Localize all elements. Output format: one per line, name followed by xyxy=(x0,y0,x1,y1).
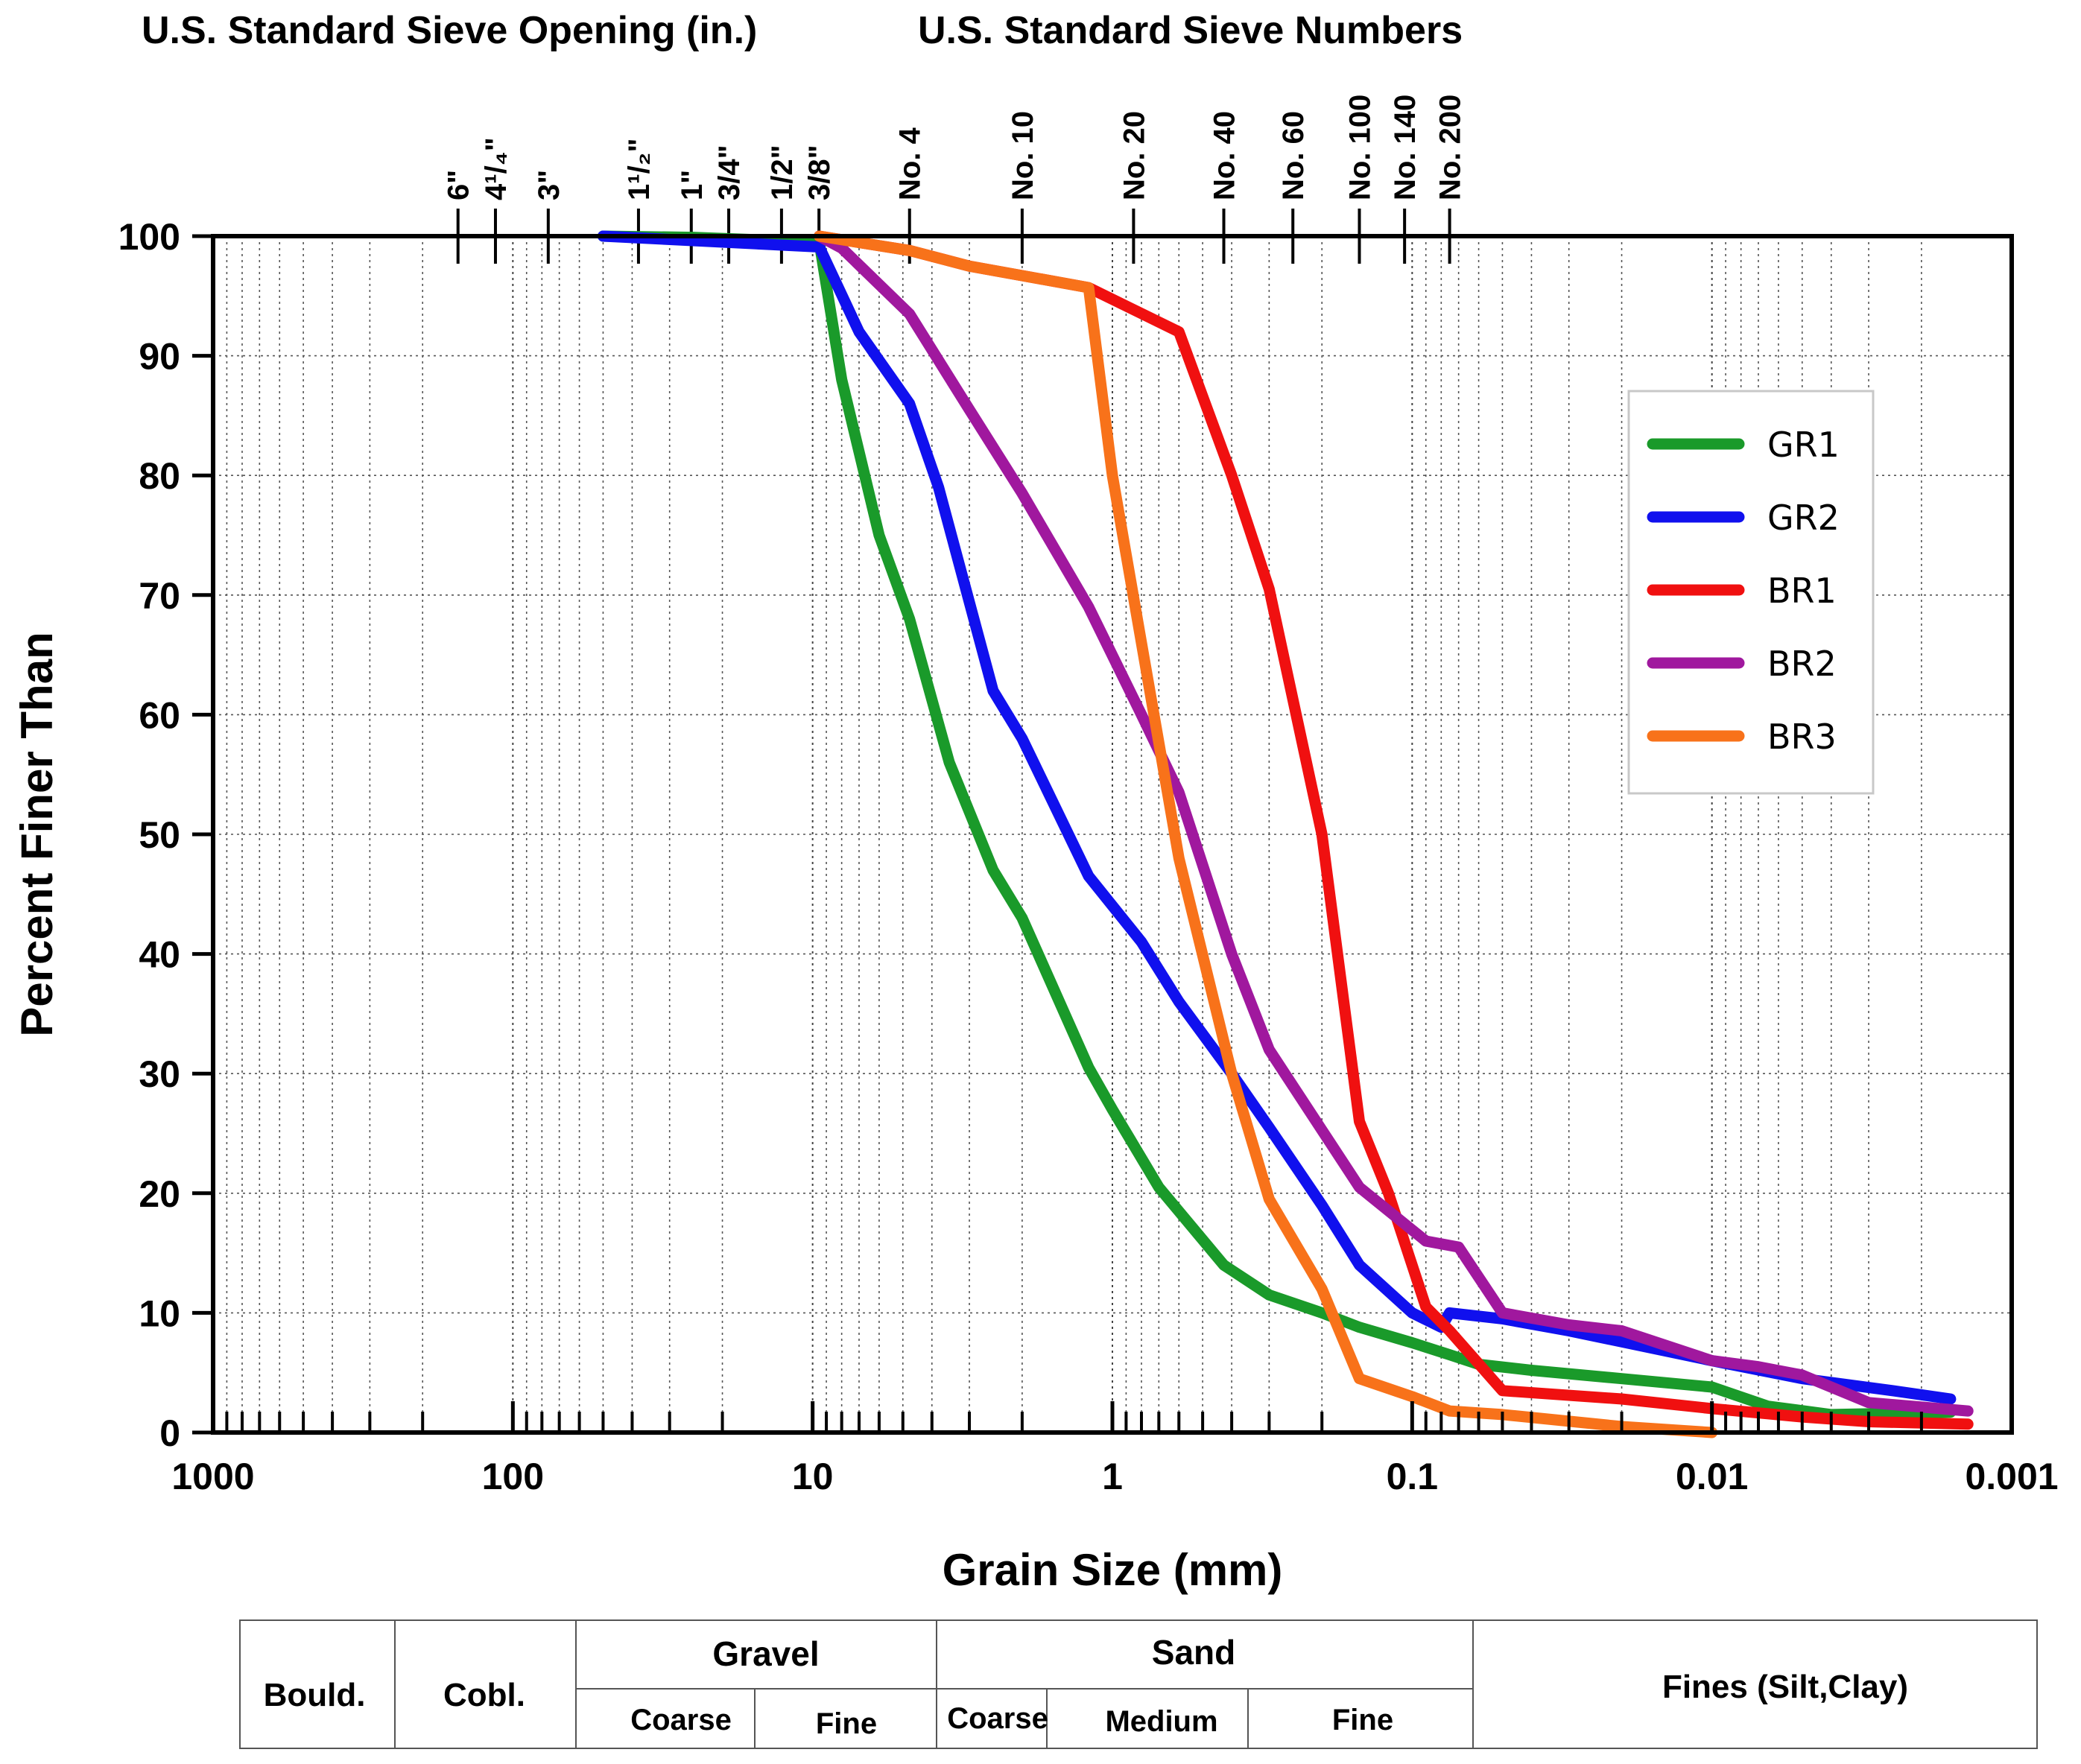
sieve-label: 1¹/₂" xyxy=(623,139,656,200)
sand-label: Sand xyxy=(1152,1633,1235,1672)
legend-label-br3: BR3 xyxy=(1767,717,1837,757)
gravel-label: Gravel xyxy=(712,1634,819,1673)
fines-label: Fines (Silt,Clay) xyxy=(1662,1669,1908,1705)
sieve-label: 1" xyxy=(676,170,709,200)
sieve-label: No. 10 xyxy=(1007,111,1039,200)
table-border xyxy=(239,1619,2038,1749)
x-tick-label: 0.1 xyxy=(1387,1456,1439,1497)
sieve-label: No. 60 xyxy=(1277,111,1310,200)
sieve-opening-title: U.S. Standard Sieve Opening (in.) xyxy=(142,9,757,52)
sieve-label: No. 20 xyxy=(1118,111,1150,200)
y-tick-label: 70 xyxy=(139,575,180,617)
x-axis-title: Grain Size (mm) xyxy=(943,1545,1283,1595)
y-tick-label: 90 xyxy=(139,336,180,378)
y-tick-label: 50 xyxy=(139,814,180,856)
x-tick-label: 1 xyxy=(1102,1456,1123,1497)
x-tick-label: 10 xyxy=(792,1456,834,1497)
legend: GR1 GR2 BR1 BR2 BR3 xyxy=(1627,390,1875,795)
x-tick-label: 0.001 xyxy=(1965,1456,2058,1497)
sieve-label: No. 100 xyxy=(1343,95,1376,200)
legend-label-br2: BR2 xyxy=(1767,644,1837,684)
sand-medium-label: Medium xyxy=(1105,1705,1217,1738)
x-tick-label: 100 xyxy=(482,1456,544,1497)
sieve-label: 4¹/₄" xyxy=(480,137,513,200)
legend-label-gr2: GR2 xyxy=(1767,498,1840,538)
y-tick-label: 60 xyxy=(139,694,180,736)
sieve-label: No. 4 xyxy=(894,127,927,200)
sand-coarse-label: Coarse xyxy=(947,1702,1048,1735)
sieve-label: 3/8" xyxy=(803,145,836,200)
y-axis-title: Percent Finer Than xyxy=(12,632,62,1036)
y-tick-label: 20 xyxy=(139,1173,180,1215)
series-br3-line xyxy=(814,230,1718,1438)
data-series xyxy=(597,230,1974,1438)
sieve-label: 6" xyxy=(443,170,475,200)
sieve-numbers-title: U.S. Standard Sieve Numbers xyxy=(918,9,1463,52)
soil-classification-table: Bould. Cobl. Gravel Coarse Fine Sand Coa… xyxy=(239,1619,2038,1749)
sieve-label: No. 140 xyxy=(1389,95,1422,200)
sieve-label: 1/2" xyxy=(766,145,799,200)
boulders-label: Bould. xyxy=(264,1677,366,1713)
series-gr2-line xyxy=(597,230,1957,1405)
x-tick-label: 1000 xyxy=(171,1456,254,1497)
sand-fine-label: Fine xyxy=(1332,1704,1393,1736)
y-tick-label: 100 xyxy=(118,216,180,258)
series-br2-line xyxy=(814,230,1974,1417)
axes: 1000 100 10 1 0.1 0.01 0.001 0 10 20 30 40 50 60 70 80 9… xyxy=(118,216,2059,1497)
gravel-fine-label: Fine xyxy=(816,1707,877,1740)
legend-label-gr1: GR1 xyxy=(1767,425,1840,465)
sieve-label: No. 200 xyxy=(1434,95,1467,200)
cobbles-label: Cobl. xyxy=(443,1677,525,1713)
legend-label-br1: BR1 xyxy=(1767,571,1837,611)
gravel-coarse-label: Coarse xyxy=(630,1704,732,1736)
sieve-label: 3" xyxy=(533,170,566,200)
y-tick-label: 80 xyxy=(139,455,180,497)
y-tick-label: 10 xyxy=(139,1292,180,1334)
grid xyxy=(213,236,2012,1433)
sieve-label: No. 40 xyxy=(1209,111,1241,200)
sieve-label: 3/4" xyxy=(713,145,746,200)
y-tick-label: 30 xyxy=(139,1053,180,1095)
y-tick-label: 40 xyxy=(139,934,180,976)
y-tick-label: 0 xyxy=(159,1412,180,1454)
x-tick-label: 0.01 xyxy=(1676,1456,1748,1497)
series-gr1-line xyxy=(597,230,1957,1421)
